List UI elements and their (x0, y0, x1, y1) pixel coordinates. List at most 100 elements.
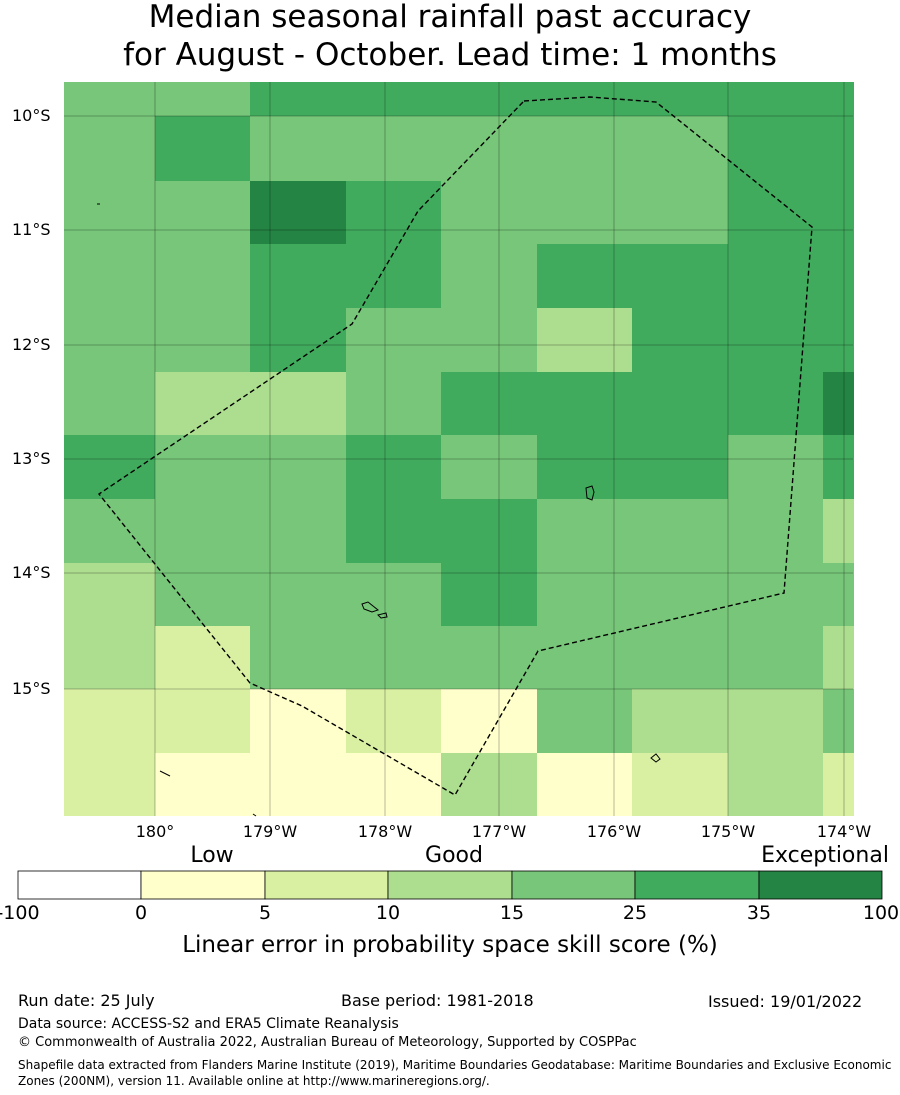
grid-cell (441, 563, 537, 626)
grid-cell (250, 563, 346, 626)
grid-cell (632, 181, 728, 244)
legend-category-exceptional: Exceptional (761, 843, 889, 868)
issued-date: Issued: 19/01/2022 (708, 992, 863, 1011)
colorbar-tick: 25 (622, 902, 648, 924)
grid-cell (64, 308, 155, 372)
colorbar-label: Linear error in probability space skill … (182, 932, 718, 958)
grid-cell (250, 435, 346, 499)
grid-cell (250, 116, 346, 181)
grid-cell (441, 181, 537, 244)
grid-cell (64, 82, 155, 116)
data-source: Data source: ACCESS-S2 and ERA5 Climate … (18, 1016, 399, 1032)
copyright: © Commonwealth of Australia 2022, Austra… (18, 1035, 637, 1050)
grid-cell (537, 435, 632, 499)
grid-cell (346, 435, 441, 499)
grid-cell (441, 82, 537, 116)
colorbar-segment (758, 870, 883, 900)
colorbar-segment (387, 870, 513, 900)
grid-cell (155, 563, 250, 626)
grid-cell (64, 435, 155, 499)
grid-cell (632, 82, 728, 116)
grid-cell (632, 244, 728, 308)
grid-cell (537, 372, 632, 435)
grid-cell (537, 181, 632, 244)
legend-category-low: Low (190, 843, 234, 868)
grid-cell (155, 689, 250, 753)
grid-cell (537, 753, 632, 816)
grid-cell (346, 244, 441, 308)
grid-cell (728, 116, 823, 181)
grid-cell (823, 308, 854, 372)
run-date: Run date: 25 July (18, 991, 155, 1010)
colorbar (17, 870, 883, 900)
grid-cell (632, 435, 728, 499)
grid-cell (728, 244, 823, 308)
grid-cell (64, 244, 155, 308)
island-outline (585, 485, 595, 501)
grid-cell (250, 753, 346, 816)
colorbar-tick: 15 (499, 902, 525, 924)
grid-cell (441, 244, 537, 308)
lat-lon-gridlines (64, 82, 853, 816)
grid-cell (823, 244, 854, 308)
grid-cell (632, 372, 728, 435)
grid-cell (346, 82, 441, 116)
grid-cell (64, 372, 155, 435)
grid-cell (346, 753, 441, 816)
grid-cell (250, 626, 346, 689)
grid-cell (346, 308, 441, 372)
grid-cell (441, 626, 537, 689)
base-period: Base period: 1981-2018 (341, 991, 534, 1010)
grid-cell (441, 308, 537, 372)
grid-cell (346, 563, 441, 626)
lon-label-176w: 176°W (586, 822, 642, 841)
grid-cell (728, 372, 823, 435)
grid-cell (346, 499, 441, 563)
lat-label-11s: 11°S (12, 220, 51, 239)
island-outline (650, 753, 661, 763)
grid-cell (537, 244, 632, 308)
colorbar-segment (17, 870, 142, 900)
grid-cell (537, 626, 632, 689)
grid-cell (155, 753, 250, 816)
colorbar-tick: 5 (258, 902, 272, 924)
grid-cell (250, 308, 346, 372)
colorbar-tick: -100 (0, 902, 40, 924)
grid-cell (250, 372, 346, 435)
grid-cell (823, 753, 854, 816)
grid-cell (64, 563, 155, 626)
grid-cell (250, 499, 346, 563)
grid-cell (441, 435, 537, 499)
lat-label-13s: 13°S (12, 449, 51, 468)
grid-cell (632, 308, 728, 372)
grid-cell (250, 82, 346, 116)
grid-cell (346, 181, 441, 244)
island-outline (159, 770, 171, 777)
lat-label-10s: 10°S (12, 106, 51, 125)
map-title-line-1: Median seasonal rainfall past accuracy (148, 0, 752, 35)
grid-cell (64, 689, 155, 753)
grid-cell (632, 563, 728, 626)
grid-cell (346, 626, 441, 689)
grid-cell (823, 626, 854, 689)
grid-cell (155, 435, 250, 499)
colorbar-segment (511, 870, 636, 900)
lat-label-14s: 14°S (12, 563, 51, 582)
grid-cell (441, 499, 537, 563)
island-outline (252, 813, 257, 817)
grid-cell (823, 499, 854, 563)
lon-label-177w: 177°W (471, 822, 527, 841)
grid-cell (632, 116, 728, 181)
grid-cell (155, 499, 250, 563)
grid-cell (537, 116, 632, 181)
grid-cell (155, 308, 250, 372)
grid-cell (441, 689, 537, 753)
grid-cell (441, 753, 537, 816)
grid-cell (728, 82, 823, 116)
grid-cell (346, 372, 441, 435)
lat-label-15s: 15°S (12, 679, 51, 698)
eez-boundary (97, 96, 813, 796)
skill-grid-cells (64, 82, 854, 816)
grid-cell (441, 116, 537, 181)
grid-cell (823, 181, 854, 244)
